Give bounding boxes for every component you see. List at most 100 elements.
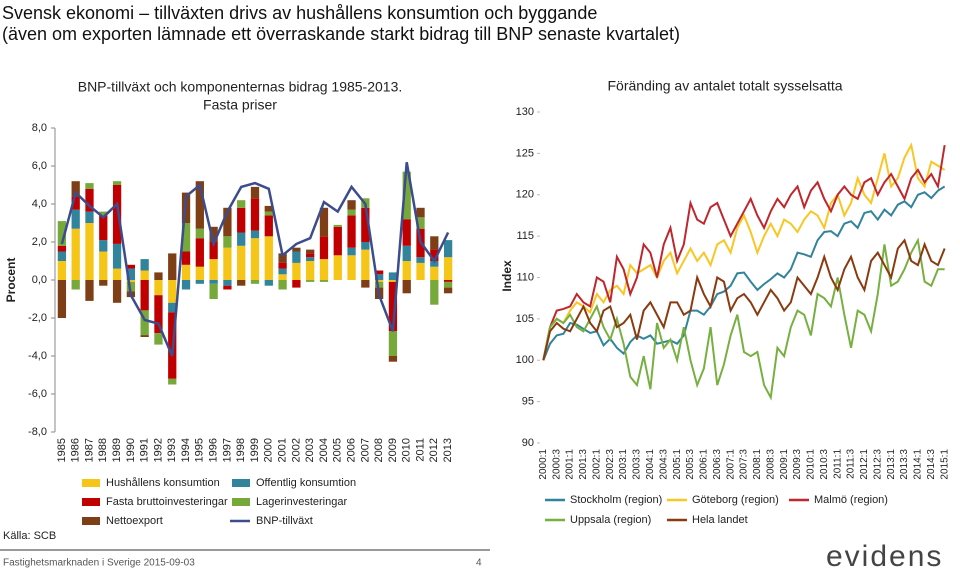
bar-segment bbox=[264, 211, 273, 216]
y-tick-label: 90 bbox=[522, 437, 534, 449]
bar-segment bbox=[306, 257, 315, 261]
bar-segment bbox=[347, 255, 356, 280]
bar-segment bbox=[237, 232, 246, 246]
bar-segment bbox=[85, 188, 94, 212]
x-tick-label: 2000 bbox=[263, 438, 275, 462]
bar-segment bbox=[237, 207, 246, 233]
bar-segment bbox=[402, 245, 411, 261]
bar-segment bbox=[99, 251, 108, 280]
bar-segment bbox=[402, 219, 411, 246]
legend-label: Uppsala (region) bbox=[570, 514, 651, 526]
bar-segment bbox=[278, 280, 287, 290]
y-tick-label: -8,0 bbox=[28, 426, 47, 438]
bar-segment bbox=[57, 221, 67, 246]
bar-segment bbox=[112, 243, 122, 269]
bar-segment bbox=[126, 280, 135, 282]
bar-segment bbox=[388, 356, 398, 362]
bar-segment bbox=[140, 280, 149, 311]
bar-segment bbox=[112, 280, 122, 303]
x-tick-label: 2004:1 bbox=[645, 449, 656, 480]
bar-segment bbox=[292, 262, 301, 280]
y-tick-label: 110 bbox=[516, 271, 534, 283]
line bbox=[542, 237, 945, 401]
bar-segment bbox=[195, 280, 204, 284]
x-tick-label: 2013:3 bbox=[899, 449, 910, 480]
bar-segment bbox=[99, 215, 108, 241]
x-tick-label: 1990 bbox=[125, 438, 137, 462]
x-tick-label: 2011:1 bbox=[832, 449, 843, 479]
bar-segment bbox=[361, 249, 370, 280]
y-axis-label: Procent bbox=[4, 258, 18, 303]
x-tick-label: 2011 bbox=[414, 438, 426, 462]
legend-label: Malmö (region) bbox=[814, 494, 888, 506]
legend-label: Hela landet bbox=[692, 514, 748, 526]
bar-segment bbox=[57, 280, 67, 318]
y-tick-label: -2,0 bbox=[28, 312, 47, 324]
bar-segment bbox=[57, 261, 67, 280]
y-tick-label: -6,0 bbox=[28, 388, 47, 400]
bar-segment bbox=[99, 240, 108, 252]
bar-segment bbox=[181, 264, 191, 280]
bar-segment bbox=[209, 280, 218, 284]
x-tick-label: 2005:1 bbox=[672, 449, 683, 480]
x-tick-label: 2013 bbox=[442, 438, 454, 462]
bar-segment bbox=[57, 251, 67, 261]
bar-segment bbox=[443, 287, 453, 294]
bar-segment bbox=[237, 280, 246, 286]
x-tick-label: 1994 bbox=[180, 438, 192, 462]
x-tick-label: 2014:3 bbox=[926, 449, 937, 480]
y-tick-label: 125 bbox=[516, 147, 534, 159]
bar-segment bbox=[85, 211, 94, 223]
chart-title: BNP-tillväxt och komponenternas bidrag 1… bbox=[78, 79, 403, 95]
legend-swatch bbox=[82, 498, 100, 506]
bar-segment bbox=[181, 280, 191, 290]
legend-label: Nettoexport bbox=[106, 515, 163, 527]
bar-segment bbox=[112, 181, 122, 185]
bar-segment bbox=[250, 186, 260, 199]
line bbox=[542, 238, 946, 361]
x-tick-label: 1996 bbox=[208, 438, 220, 462]
bar-segment bbox=[319, 259, 329, 280]
bar-segment bbox=[140, 259, 149, 271]
chart-title: Fasta priser bbox=[203, 97, 277, 113]
legend-label: Göteborg (region) bbox=[692, 494, 779, 506]
x-tick-label: 1991 bbox=[139, 438, 151, 462]
bar-segment bbox=[85, 183, 94, 189]
bar-segment bbox=[443, 280, 453, 282]
bar-segment bbox=[223, 285, 232, 290]
bar-segment bbox=[388, 280, 398, 282]
bar-segment bbox=[430, 236, 439, 250]
bar-segment bbox=[140, 270, 149, 280]
x-tick-label: 2010 bbox=[401, 438, 413, 462]
bar-segment bbox=[416, 207, 425, 218]
y-tick-label: 115 bbox=[516, 230, 534, 242]
x-tick-label: 1986 bbox=[70, 438, 82, 462]
bar-segment bbox=[292, 251, 301, 263]
bar-segment bbox=[278, 262, 287, 269]
x-tick-label: 2005 bbox=[332, 438, 344, 462]
y-tick-label: 8,0 bbox=[32, 122, 47, 134]
bar-segment bbox=[195, 266, 204, 280]
bar-segment bbox=[71, 209, 80, 229]
bar-segment bbox=[140, 335, 149, 337]
line bbox=[542, 144, 946, 361]
y-axis-label: Index bbox=[500, 260, 514, 292]
x-tick-label: 2009 bbox=[387, 438, 399, 462]
bar-segment bbox=[71, 181, 80, 197]
bar-segment bbox=[375, 270, 384, 275]
x-tick-label: 2009:3 bbox=[792, 449, 803, 480]
x-tick-label: 1993 bbox=[166, 438, 178, 462]
x-tick-label: 2015:1 bbox=[939, 449, 950, 480]
y-tick-label: 100 bbox=[516, 354, 534, 366]
x-tick-label: 2000:3 bbox=[551, 449, 562, 480]
bar-segment bbox=[112, 268, 122, 280]
bar-segment bbox=[154, 333, 163, 345]
bar-segment bbox=[195, 228, 204, 239]
bar-segment bbox=[264, 280, 273, 286]
x-tick-label: 2004:3 bbox=[658, 449, 669, 480]
bar-segment bbox=[181, 251, 191, 265]
bar-segment bbox=[223, 280, 232, 286]
x-tick-label: 2006:1 bbox=[699, 449, 710, 480]
x-tick-label: 2009:1 bbox=[779, 449, 790, 480]
